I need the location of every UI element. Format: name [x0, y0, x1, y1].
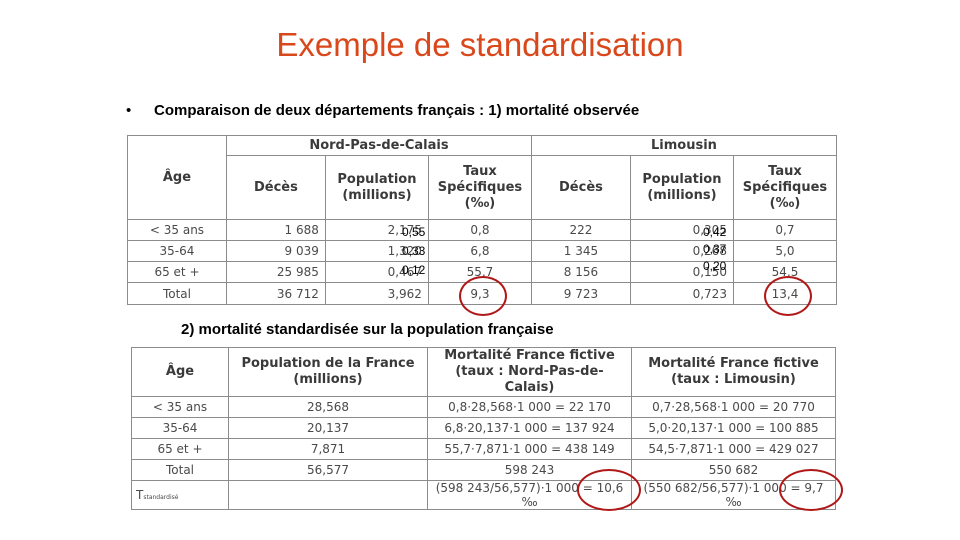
- deces-cell: 1 688: [225, 219, 326, 241]
- group-header-npdc: Nord-Pas-de-Calais: [225, 135, 532, 156]
- deces-cell: 222: [530, 219, 631, 241]
- npdc-cell: 6,8·20,137·1 000 = 137 924: [427, 417, 632, 439]
- highlight-circle: [459, 276, 507, 316]
- overlay-value: 0,55: [402, 225, 426, 239]
- standardized-mortality-table: Âge Population de la France (millions) M…: [131, 347, 836, 510]
- taux-cell: 6,8: [427, 240, 532, 262]
- slide-title: Exemple de standardisation: [276, 26, 684, 63]
- col-mortality-npdc: Mortalité France fictive (taux : Nord-Pa…: [427, 347, 632, 397]
- population-cell: 28,568: [228, 396, 428, 418]
- deces-cell: 8 156: [530, 261, 631, 283]
- population-cell: 3,962: [324, 282, 429, 305]
- table-row: 35-64 9 039 1,320 6,8 1 345 0,268 5,0: [127, 240, 838, 262]
- overlay-proportions-npdc: 0,55 0,33 0,12: [402, 225, 425, 282]
- age-cell: < 35 ans: [131, 396, 229, 418]
- npdc-cell: 55,7·7,871·1 000 = 438 149: [427, 438, 632, 460]
- table-row: Total 56,577 598 243 550 682: [131, 459, 836, 481]
- table-row: 65 et + 25 985 0,467 55,7 8 156 0,150 54…: [127, 261, 838, 283]
- col-taux-npdc: Taux Spécifiques (‰): [427, 155, 532, 220]
- age-cell: 35-64: [127, 240, 227, 262]
- age-cell: 65 et +: [131, 438, 229, 460]
- deces-cell: 1 345: [530, 240, 631, 262]
- age-cell: < 35 ans: [127, 219, 227, 241]
- col-deces-npdc: Décès: [225, 155, 326, 220]
- taux-cell: 55,7: [427, 261, 532, 283]
- age-cell: Total: [131, 459, 229, 481]
- group-header-limousin: Limousin: [530, 135, 838, 156]
- heading-standardized: 2) mortalité standardisée sur la populat…: [181, 321, 554, 338]
- overlay-value: 0,37: [703, 242, 727, 256]
- col-population-france: Population de la France (millions): [228, 347, 428, 397]
- npdc-cell: 0,8·28,568·1 000 = 22 170: [427, 396, 632, 418]
- col-population-npdc: Population (millions): [324, 155, 429, 220]
- npdc-cell: 598 243: [427, 459, 632, 481]
- taux-cell: 0,8: [427, 219, 532, 241]
- table-row: < 35 ans 28,568 0,8·28,568·1 000 = 22 17…: [131, 396, 836, 418]
- tstd-label-cell: Tstandardisé: [131, 480, 229, 510]
- col-deces-limousin: Décès: [530, 155, 631, 220]
- taux-cell: 0,7: [732, 219, 838, 241]
- age-cell: Total: [127, 282, 227, 305]
- highlight-circle: [577, 469, 641, 511]
- age-cell: 35-64: [131, 417, 229, 439]
- heading-observed: • Comparaison de deux départements frança…: [126, 102, 639, 119]
- table-row: < 35 ans 1 688 2,175 0,8 222 0,305 0,7: [127, 219, 838, 241]
- deces-cell: 25 985: [225, 261, 326, 283]
- table-row: 35-64 20,137 6,8·20,137·1 000 = 137 924 …: [131, 417, 836, 439]
- population-cell: 20,137: [228, 417, 428, 439]
- overlay-value: 0,42: [703, 225, 727, 239]
- col-taux-limousin: Taux Spécifiques (‰): [732, 155, 838, 220]
- table-row: Tstandardisé (598 243/56,577)·1 000 = 10…: [131, 480, 836, 510]
- deces-cell: 9 723: [530, 282, 631, 305]
- population-cell: 0,723: [629, 282, 734, 305]
- tstd-subscript: standardisé: [143, 494, 179, 501]
- table-row: 65 et + 7,871 55,7·7,871·1 000 = 438 149…: [131, 438, 836, 460]
- highlight-circle: [779, 469, 843, 511]
- highlight-circle: [764, 276, 812, 316]
- population-cell: 56,577: [228, 459, 428, 481]
- overlay-value: 0,33: [402, 244, 426, 258]
- heading-observed-text: Comparaison de deux départements françai…: [154, 102, 640, 119]
- col-population-limousin: Population (millions): [629, 155, 734, 220]
- overlay-value: 0,20: [703, 259, 727, 273]
- col-mortality-limousin: Mortalité France fictive (taux : Limousi…: [631, 347, 836, 397]
- age-header: Âge: [127, 135, 227, 220]
- bullet-icon: •: [126, 102, 132, 119]
- deces-cell: 36 712: [225, 282, 326, 305]
- overlay-proportions-limousin: 0,42 0,37 0,20: [703, 225, 726, 276]
- limousin-cell: 5,0·20,137·1 000 = 100 885: [631, 417, 836, 439]
- population-cell: 7,871: [228, 438, 428, 460]
- tstd-label: T: [136, 488, 144, 502]
- limousin-cell: 0,7·28,568·1 000 = 20 770: [631, 396, 836, 418]
- overlay-value: 0,12: [402, 263, 426, 277]
- age-cell: 65 et +: [127, 261, 227, 283]
- taux-cell: 54,5: [732, 261, 838, 283]
- deces-cell: 9 039: [225, 240, 326, 262]
- empty-cell: [228, 480, 428, 510]
- limousin-cell: 54,5·7,871·1 000 = 429 027: [631, 438, 836, 460]
- population-cell: 0,305: [629, 219, 734, 241]
- taux-cell: 5,0: [732, 240, 838, 262]
- age-header: Âge: [131, 347, 229, 397]
